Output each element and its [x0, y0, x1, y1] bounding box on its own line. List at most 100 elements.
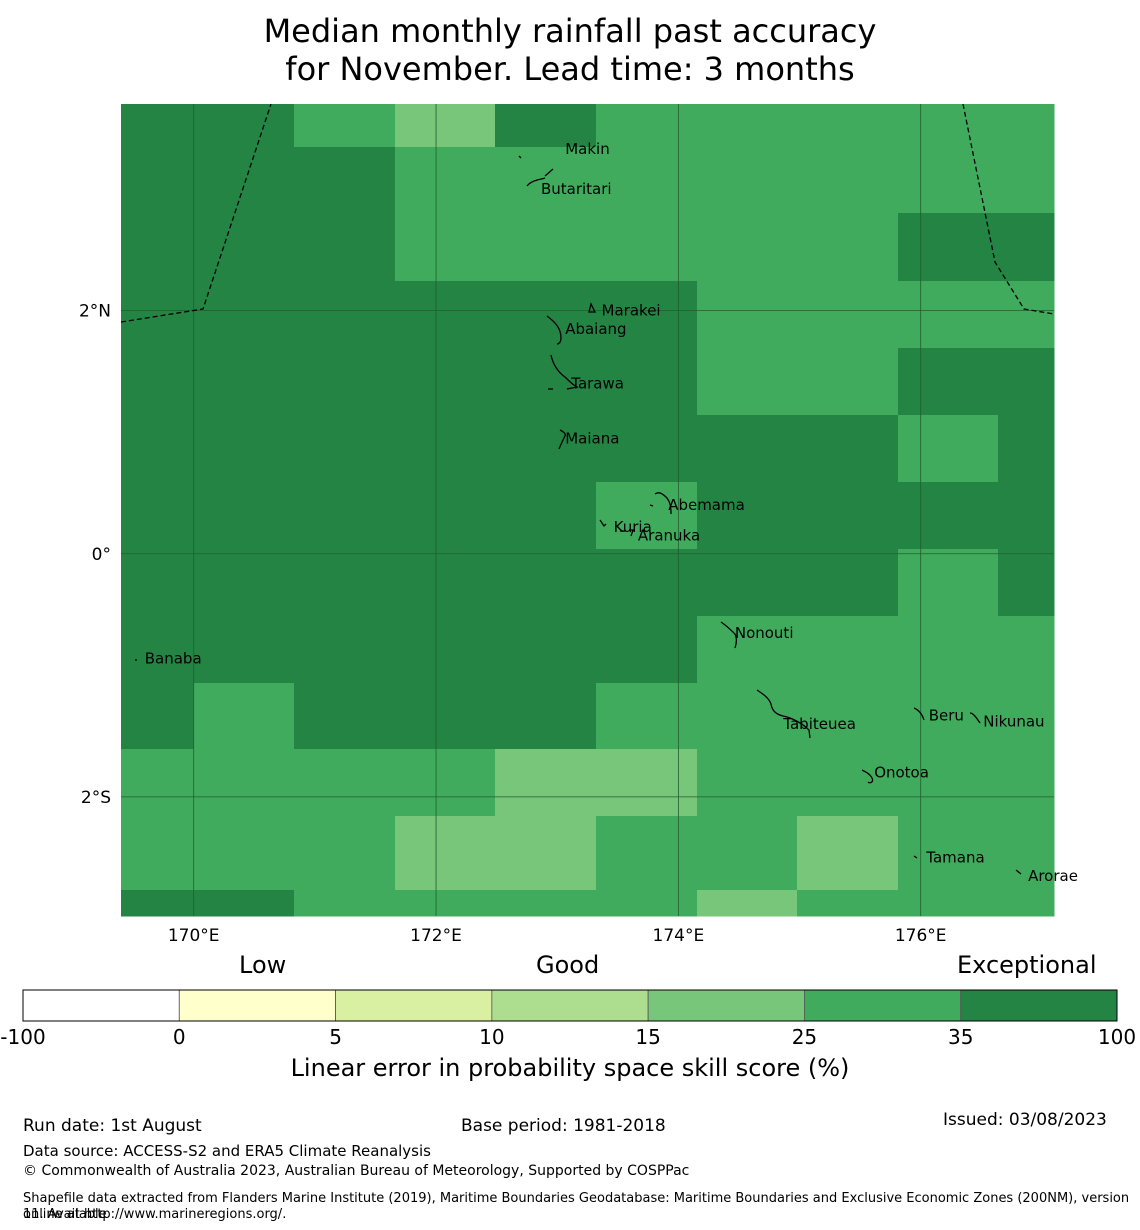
lon-tick-label: 176°E	[895, 926, 947, 946]
grid-cell	[697, 213, 798, 282]
island-label-beru: Beru	[929, 706, 964, 724]
grid-cell	[697, 683, 798, 750]
base-period: Base period: 1981-2018	[461, 1116, 666, 1136]
grid-cell	[998, 147, 1055, 214]
grid-cell	[495, 147, 597, 214]
grid-cell	[898, 890, 999, 917]
grid-cell	[395, 482, 496, 550]
grid-cell	[898, 147, 999, 214]
grid-cell	[395, 683, 496, 750]
grid-cell	[194, 213, 295, 282]
colorbar-tick-label: 10	[479, 1025, 504, 1049]
colorbar-category-exceptional: Exceptional	[957, 951, 1097, 979]
colorbar-tick-label: 25	[792, 1025, 817, 1049]
grid-cell	[294, 616, 396, 684]
grid-cell	[898, 415, 999, 483]
island-label-kuria: Kuria	[614, 518, 652, 536]
colorbar-category-good: Good	[536, 951, 600, 979]
island-label-abemama: Abemama	[668, 496, 745, 514]
grid-cell	[294, 683, 396, 750]
grid-cell	[121, 749, 195, 817]
grid-cell	[294, 104, 396, 148]
grid-cell	[596, 147, 698, 214]
grid-cell	[294, 816, 396, 891]
grid-cell	[596, 415, 698, 483]
lat-tick-label: 2°S	[81, 788, 111, 808]
grid-cell	[998, 816, 1055, 891]
grid-cell	[121, 616, 195, 684]
island-label-marakei: Marakei	[602, 302, 661, 320]
island-label-nikunau: Nikunau	[983, 713, 1044, 731]
grid-cell	[898, 683, 999, 750]
grid-cell	[121, 147, 195, 214]
grid-cell	[797, 482, 899, 550]
grid-cell	[596, 482, 698, 550]
colorbar-tick-label: 100	[1098, 1025, 1136, 1049]
grid-cell	[395, 147, 496, 214]
grid-cell	[797, 213, 899, 282]
grid-cell	[596, 281, 698, 349]
grid-cell	[495, 415, 597, 483]
grid-cell	[697, 816, 798, 891]
grid-cell	[797, 749, 899, 817]
grid-cell	[898, 281, 999, 349]
grid-cell	[294, 213, 396, 282]
colorbar-swatch	[804, 989, 962, 1022]
grid-cell	[998, 749, 1055, 817]
grid-cell	[395, 104, 496, 148]
grid-cell	[797, 281, 899, 349]
island-label-abaiang: Abaiang	[565, 320, 626, 338]
grid-cell	[797, 104, 899, 148]
colorbar: -100 0 5 10 15 25 35 100	[0, 989, 1136, 1049]
grid-cell	[797, 549, 899, 617]
lat-lon-gridlines	[121, 104, 1054, 916]
coast-nikunau	[969, 712, 981, 724]
lon-tick-label: 174°E	[653, 926, 705, 946]
shapefile-credit-line-1: Shapefile data extracted from Flanders M…	[23, 1191, 1130, 1222]
grid-cell	[998, 549, 1055, 617]
grid-cell	[697, 281, 798, 349]
grid-cell	[194, 616, 295, 684]
grid-cell	[898, 816, 999, 891]
grid-cell	[395, 549, 496, 617]
grid-cell	[194, 281, 295, 349]
grid-cell	[294, 482, 396, 550]
eez-boundary-east	[962, 103, 1055, 315]
colorbar-frame	[22, 989, 1118, 1022]
colorbar-tick-label: 15	[635, 1025, 660, 1049]
coast-beru	[913, 707, 925, 721]
grid-cell	[998, 213, 1055, 282]
grid-cell	[697, 616, 798, 684]
grid-cell	[898, 348, 999, 416]
colorbar-swatch	[22, 989, 180, 1022]
grid-cell	[395, 415, 496, 483]
title-line-1: Median monthly rainfall past accuracy	[263, 12, 877, 50]
coast-tarawa	[548, 354, 579, 390]
grid-cell	[294, 348, 396, 416]
grid-cell	[194, 549, 295, 617]
grid-cell	[797, 890, 899, 917]
grid-cell	[697, 104, 798, 148]
title-line-2: for November. Lead time: 3 months	[285, 50, 855, 88]
island-coastlines	[135, 155, 1022, 875]
grid-cell	[121, 213, 195, 282]
grid-cell	[697, 415, 798, 483]
colorbar-tick-label: 35	[948, 1025, 973, 1049]
lon-tick-label: 172°E	[410, 926, 462, 946]
grid-cell	[121, 816, 195, 891]
grid-cell	[495, 213, 597, 282]
coast-aranuka	[620, 529, 634, 537]
grid-cell	[121, 281, 195, 349]
grid-cell	[395, 348, 496, 416]
grid-cell	[697, 749, 798, 817]
grid-cell	[998, 104, 1055, 148]
coast-tamana	[913, 855, 918, 859]
grid-cell	[596, 348, 698, 416]
grid-cell	[194, 482, 295, 550]
coast-onotoa	[861, 769, 874, 784]
colorbar-swatch	[335, 989, 493, 1022]
colorbar-label: Linear error in probability space skill …	[290, 1054, 850, 1082]
grid-cell	[495, 616, 597, 684]
